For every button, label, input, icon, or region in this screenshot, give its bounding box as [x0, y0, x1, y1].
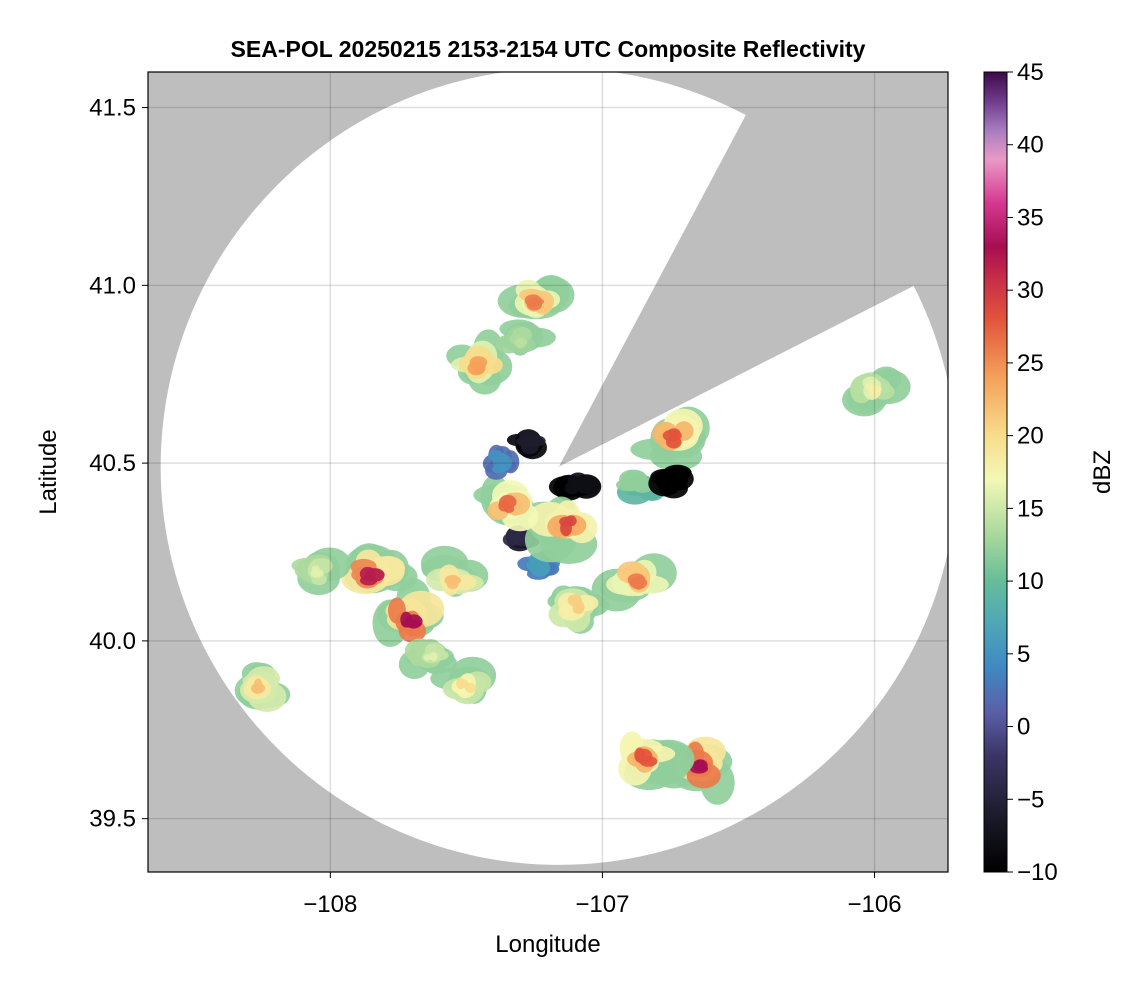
colorbar-tick-label: 0 [1017, 714, 1030, 741]
y-tick-label: 40.0 [89, 628, 136, 655]
echo-layer [234, 275, 911, 805]
plot-frame [147, 71, 949, 873]
echo-cell [420, 545, 489, 597]
colorbar-tick-label: 15 [1017, 495, 1044, 522]
y-tick-label: 41.0 [89, 272, 136, 299]
x-tick-label: −108 [303, 891, 357, 918]
echo-cell [341, 543, 418, 594]
y-tick-label: 40.5 [89, 450, 136, 477]
grid-lines [148, 72, 948, 872]
echo-cell [648, 464, 694, 499]
echo-cell [291, 547, 351, 595]
echo-cell [495, 319, 556, 356]
echo-cell [497, 275, 575, 320]
x-tick-label: −106 [847, 891, 901, 918]
echo-cell [398, 638, 457, 680]
y-tick-label: 41.5 [89, 95, 136, 122]
colorbar-tick-label: −10 [1017, 859, 1058, 886]
echo-cell [548, 472, 602, 501]
colorbar-tick-label: 30 [1017, 277, 1044, 304]
echo-cell [517, 550, 561, 580]
colorbar-label: dBZ [1089, 450, 1116, 494]
echo-cell [591, 553, 677, 612]
colorbar: −10 −5 0 5 10 15 20 25 30 35 40 45 dBZ [983, 59, 1116, 886]
colorbar-tick-label: 35 [1017, 204, 1044, 231]
chart-title: SEA-POL 20250215 2153-2154 UTC Composite… [231, 36, 866, 62]
y-axis-label: Latitude [35, 429, 62, 514]
echo-cell [630, 406, 710, 471]
radar-coverage-area [160, 72, 948, 865]
echo-cell [234, 662, 291, 712]
colorbar-tick-label: 5 [1017, 641, 1030, 668]
colorbar-tick-label: 40 [1017, 132, 1044, 159]
echo-cell [618, 731, 695, 791]
y-tick-label: 39.5 [89, 806, 136, 833]
echo-cell [842, 366, 911, 417]
echo-cell [506, 429, 547, 460]
echo-cell [372, 578, 445, 647]
y-axis-ticks: 39.5 40.0 40.5 41.0 41.5 [89, 95, 148, 833]
colorbar-tick-label: 25 [1017, 350, 1044, 377]
echo-cell [473, 474, 539, 532]
plot-area [148, 72, 948, 872]
echo-cell [446, 329, 513, 395]
colorbar-tick-label: 45 [1017, 59, 1044, 86]
colorbar-tick-label: 20 [1017, 423, 1044, 450]
x-axis-label: Longitude [495, 931, 600, 958]
colorbar-tick-label: 10 [1017, 568, 1044, 595]
echo-cell [430, 656, 497, 705]
colorbar-ticks: −10 −5 0 5 10 15 20 25 30 35 40 45 [1007, 59, 1058, 886]
colorbar-ramp [983, 71, 1008, 873]
echo-cell [547, 585, 609, 634]
echo-cell [482, 444, 520, 480]
colorbar-tick-label: −5 [1017, 786, 1044, 813]
x-tick-label: −107 [575, 891, 629, 918]
x-axis-ticks: −108 −107 −106 [303, 872, 902, 918]
